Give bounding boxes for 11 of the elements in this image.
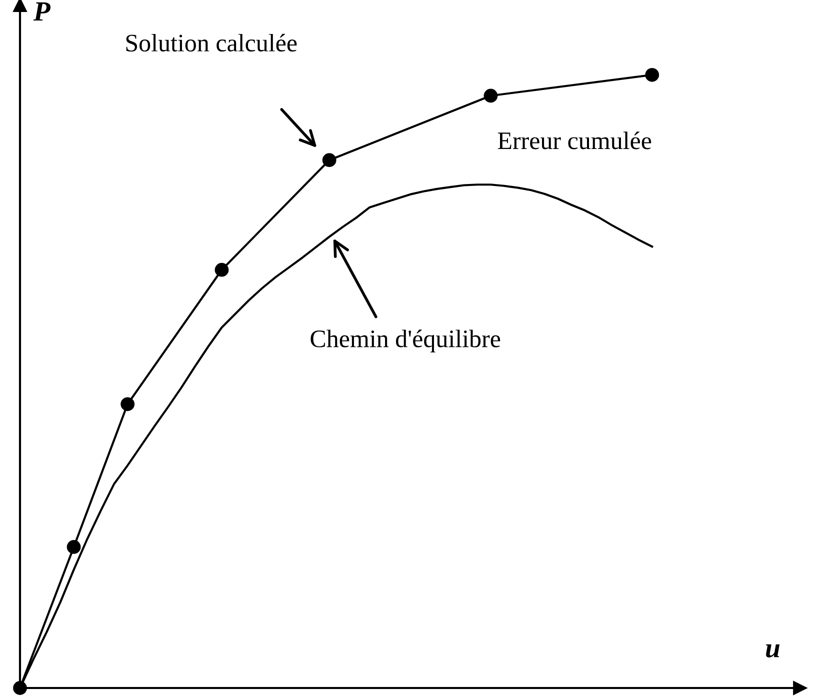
point	[484, 88, 498, 103]
point	[66, 540, 81, 554]
point	[322, 153, 336, 168]
point	[645, 68, 660, 82]
text: Solution calculée	[126, 34, 297, 52]
point	[214, 262, 229, 277]
annotation: Chemin d'équilibre	[310, 330, 500, 352]
annotation: Erreur cumulée	[498, 132, 652, 150]
y-axis-title: P	[33, 2, 50, 21]
x-axis-title: u	[766, 644, 780, 658]
point	[120, 397, 135, 412]
